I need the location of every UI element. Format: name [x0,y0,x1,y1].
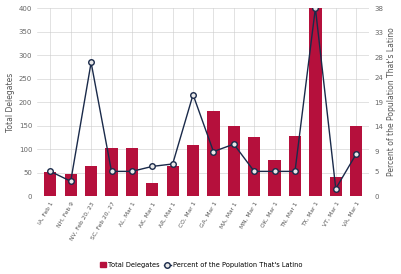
Bar [349,125,361,196]
Bar [227,125,239,196]
Y-axis label: Total Delegates: Total Delegates [6,72,14,132]
Bar [329,177,341,196]
Bar [247,137,260,196]
Bar [166,165,178,196]
Bar [288,136,300,196]
Y-axis label: Percent of the Population That's Latino: Percent of the Population That's Latino [387,28,395,176]
Bar [268,160,280,196]
Bar [85,165,97,196]
Bar [65,173,77,196]
Bar [105,148,117,196]
Bar [146,183,158,196]
Legend: Total Delegates, Percent of the Population That's Latino: Total Delegates, Percent of the Populati… [97,259,304,271]
Bar [44,172,56,196]
Bar [308,8,321,196]
Bar [186,145,198,196]
Bar [207,110,219,196]
Bar [126,148,138,196]
